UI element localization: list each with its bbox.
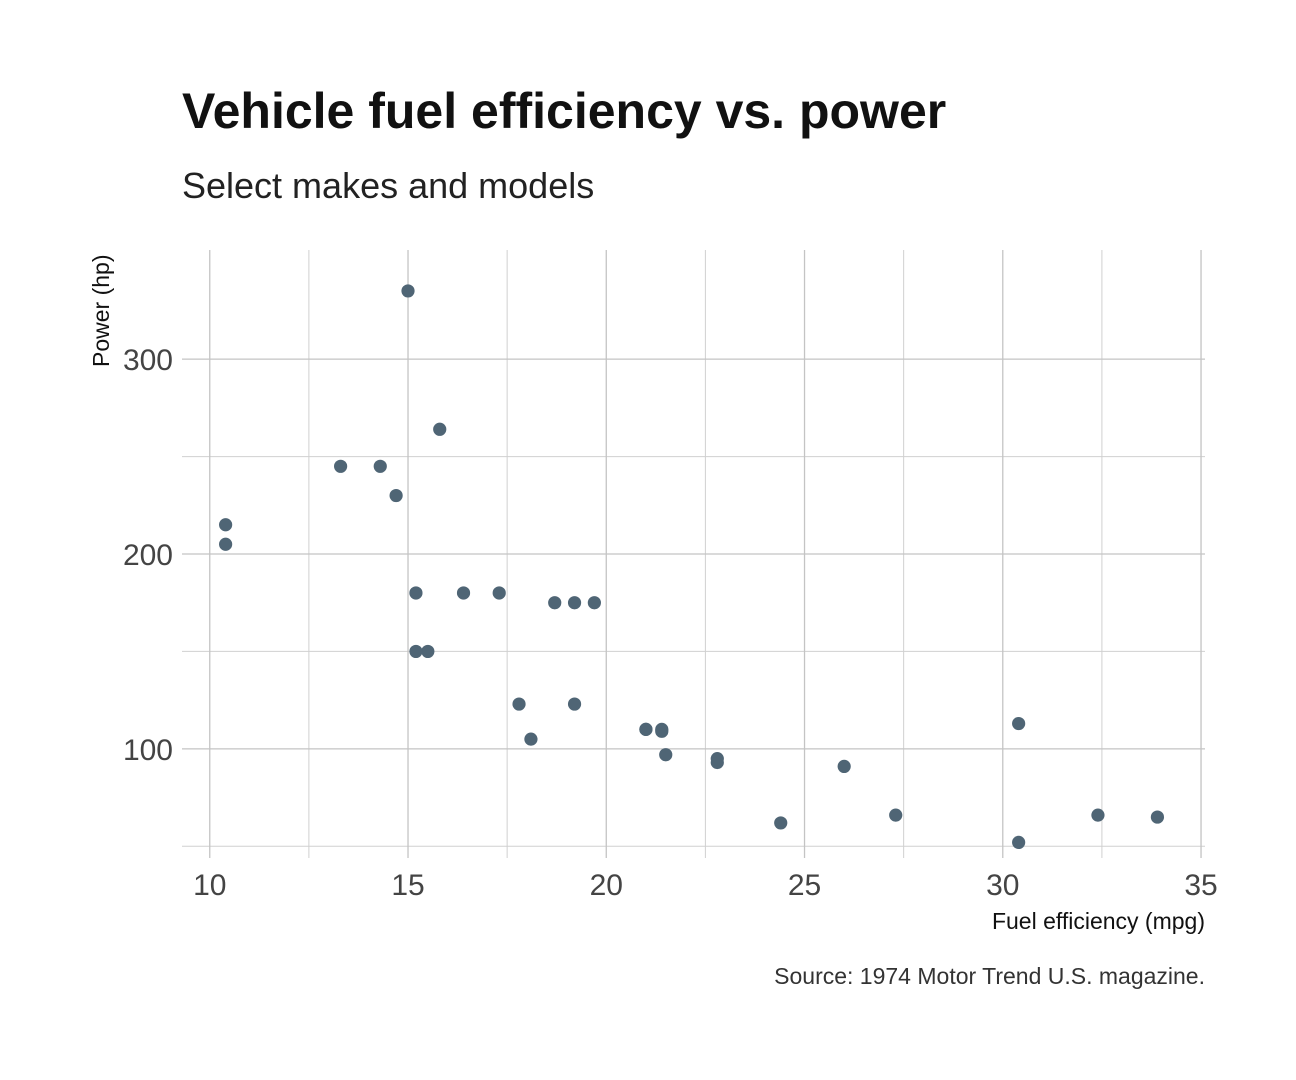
data-point xyxy=(524,732,538,746)
data-point xyxy=(587,596,601,610)
data-point xyxy=(710,752,724,766)
x-axis-label: Fuel efficiency (mpg) xyxy=(992,908,1205,934)
grid xyxy=(182,250,1205,858)
x-tick-label: 30 xyxy=(986,869,1019,902)
data-point xyxy=(219,518,233,532)
data-point xyxy=(548,596,562,610)
data-point xyxy=(1150,810,1165,824)
y-tick-label: 100 xyxy=(123,734,173,767)
y-axis-label: Power (hp) xyxy=(88,255,114,367)
data-point xyxy=(659,748,673,762)
x-axis-ticks: 10 15 20 25 30 35 xyxy=(193,869,1218,902)
data-point xyxy=(219,537,233,551)
x-tick-label: 25 xyxy=(788,869,821,902)
x-tick-label: 35 xyxy=(1184,869,1217,902)
data-points xyxy=(219,284,1165,850)
y-tick-label: 300 xyxy=(123,344,173,377)
data-point xyxy=(837,759,851,774)
data-point xyxy=(567,596,582,610)
chart-caption: Source: 1974 Motor Trend U.S. magazine. xyxy=(774,963,1205,989)
x-tick-label: 10 xyxy=(193,869,226,902)
y-axis-ticks: 100 200 300 xyxy=(123,344,173,767)
data-point xyxy=(774,816,788,830)
data-point xyxy=(1012,835,1026,850)
data-point xyxy=(433,422,447,436)
y-tick-label: 200 xyxy=(123,539,173,572)
data-point xyxy=(655,724,669,738)
x-tick-label: 15 xyxy=(391,869,424,902)
data-point xyxy=(492,586,506,600)
data-point xyxy=(889,808,903,822)
data-point xyxy=(1012,716,1026,731)
data-point xyxy=(1091,808,1105,822)
data-point xyxy=(409,586,423,600)
data-point xyxy=(456,586,471,600)
data-point xyxy=(334,459,348,473)
data-point xyxy=(401,284,415,298)
x-tick-label: 20 xyxy=(590,869,623,902)
data-point xyxy=(512,697,526,711)
data-point xyxy=(389,488,403,503)
data-point xyxy=(421,644,435,659)
chart-subtitle: Select makes and models xyxy=(182,165,594,206)
data-point xyxy=(373,459,387,473)
data-point xyxy=(639,722,653,736)
data-point xyxy=(409,644,423,659)
chart-title: Vehicle fuel efficiency vs. power xyxy=(182,83,946,139)
data-point xyxy=(567,697,582,711)
